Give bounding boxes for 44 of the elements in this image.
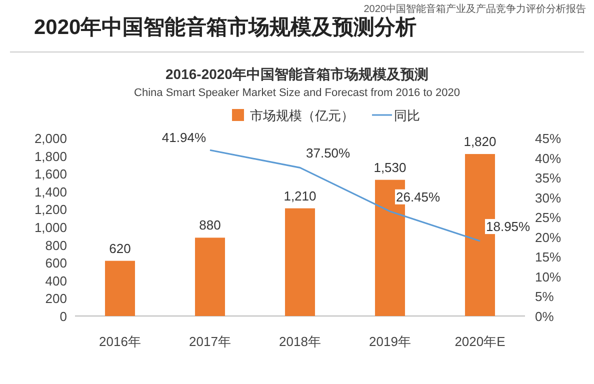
y2-tick-label: 10% xyxy=(535,269,562,284)
y-tick-label: 1,200 xyxy=(34,202,67,218)
y2-tick-label: 5% xyxy=(535,289,554,304)
x-tick-label: 2017年 xyxy=(189,334,231,349)
y2-tick-label: 15% xyxy=(535,250,562,265)
legend-label: 同比 xyxy=(394,108,420,123)
y-tick-label: 200 xyxy=(45,291,67,306)
data-label: 1,210 xyxy=(284,188,316,204)
chart-title: 2020年中国智能音箱市场规模及预测分析 xyxy=(34,15,417,39)
y-tick-label: 1,400 xyxy=(34,184,67,200)
y2-tick-label: 30% xyxy=(535,190,562,206)
y-tick-label: 0 xyxy=(60,309,67,324)
data-label: 1,530 xyxy=(374,160,406,175)
data-label: 26.45% xyxy=(396,189,441,204)
y-tick-label: 600 xyxy=(45,256,67,271)
data-label: 18.95% xyxy=(486,219,531,234)
x-tick-label: 2019年 xyxy=(369,334,411,349)
bar xyxy=(285,208,315,316)
y-tick-label: 400 xyxy=(45,273,67,288)
chart-subtitle: 2016-2020年中国智能音箱市场规模及预测 xyxy=(166,66,428,82)
y2-tick-label: 35% xyxy=(535,170,562,186)
bar xyxy=(195,238,225,316)
data-label: 41.94% xyxy=(162,130,206,146)
y2-tick-label: 45% xyxy=(535,131,562,146)
text: 2020中国智能音箱产业及产品竞争力评价分析报告 xyxy=(364,3,586,15)
y-tick-label: 1,000 xyxy=(34,220,67,235)
y-tick-label: 2,000 xyxy=(34,131,67,146)
y2-tick-label: 20% xyxy=(535,230,562,245)
data-label: 880 xyxy=(199,218,221,233)
data-label: 620 xyxy=(109,240,131,256)
data-label: 37.50% xyxy=(306,146,351,161)
x-tick-label: 2018年 xyxy=(279,334,321,349)
y2-tick-label: 25% xyxy=(535,210,562,226)
y-tick-label: 1,600 xyxy=(34,166,67,182)
data-label: 1,820 xyxy=(464,134,496,150)
bar xyxy=(105,260,135,316)
y-tick-label: 1,800 xyxy=(34,148,67,164)
text: China Smart Speaker Market Size and Forecast from 2016 to 2020 xyxy=(134,87,460,99)
x-tick-label: 2016年 xyxy=(99,334,141,349)
y2-tick-label: 40% xyxy=(535,150,562,166)
x-tick-label: 2020年E xyxy=(454,334,506,349)
y-tick-label: 800 xyxy=(45,238,67,253)
y2-tick-label: 0% xyxy=(535,309,554,324)
legend-label: 市场规模（亿元） xyxy=(250,108,354,123)
